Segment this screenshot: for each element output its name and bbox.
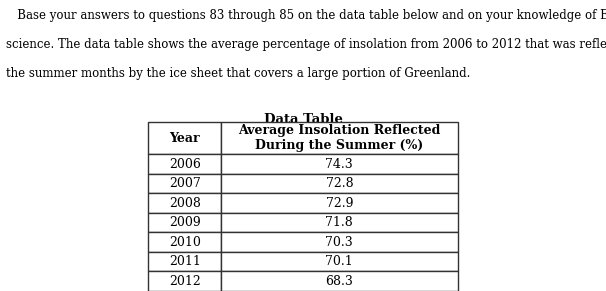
Text: science. The data table shows the average percentage of insolation from 2006 to : science. The data table shows the averag… xyxy=(6,38,606,51)
Text: Data Table: Data Table xyxy=(264,113,342,127)
Text: the summer months by the ice sheet that covers a large portion of Greenland.: the summer months by the ice sheet that … xyxy=(6,67,470,80)
Text: Base your answers to questions 83 through 85 on the data table below and on your: Base your answers to questions 83 throug… xyxy=(6,9,606,22)
